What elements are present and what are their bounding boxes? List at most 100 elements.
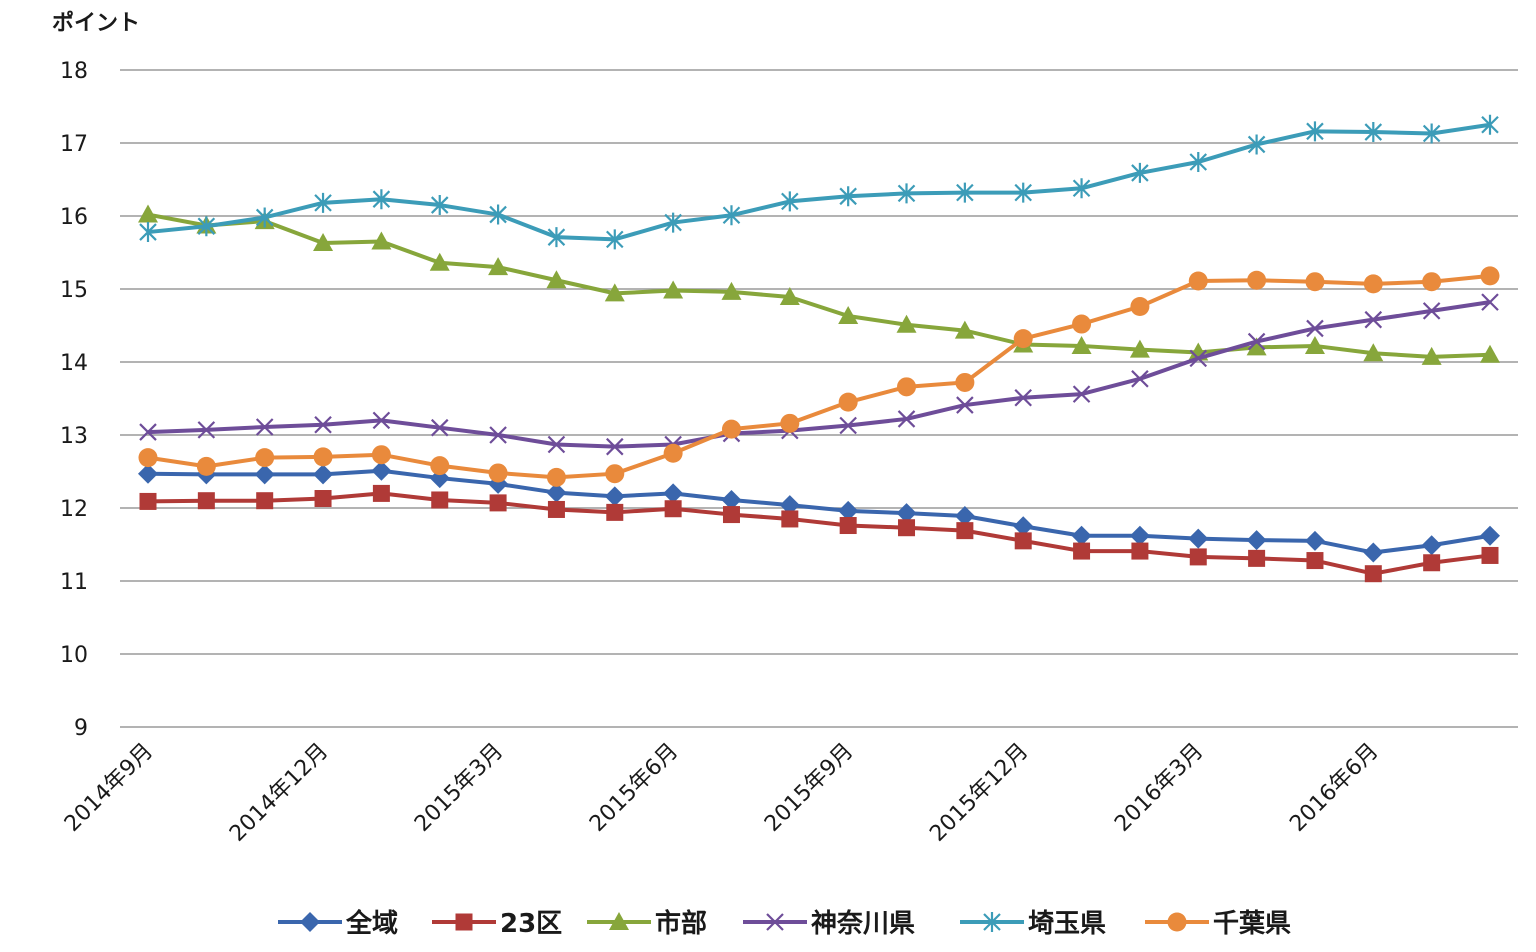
legend-item: 埼玉県 bbox=[960, 909, 1106, 939]
data-point bbox=[604, 283, 625, 302]
y-tick-label: 12 bbox=[60, 497, 88, 522]
x-tick-label: 2015年6月 bbox=[585, 739, 683, 837]
data-point bbox=[1072, 385, 1091, 403]
data-point bbox=[371, 460, 392, 481]
data-point bbox=[779, 495, 800, 516]
data-point bbox=[780, 413, 800, 433]
data-point bbox=[1188, 528, 1209, 549]
data-point bbox=[255, 207, 274, 228]
x-axis-ticks: 2014年9月 2014年12月 2015年3月 2015年6月 2015年9月 2015… bbox=[60, 739, 1384, 847]
y-tick-label: 10 bbox=[60, 643, 88, 668]
data-point bbox=[254, 464, 275, 485]
data-point bbox=[1247, 134, 1266, 155]
data-point bbox=[663, 280, 684, 299]
data-point bbox=[1073, 542, 1091, 560]
data-point bbox=[1422, 302, 1441, 320]
data-point bbox=[722, 205, 741, 226]
data-point bbox=[838, 392, 858, 412]
data-point bbox=[1188, 271, 1208, 291]
data-point bbox=[781, 191, 799, 212]
data-point bbox=[313, 233, 334, 252]
data-point bbox=[1304, 335, 1325, 354]
data-point bbox=[1305, 272, 1325, 292]
series-4 bbox=[139, 293, 1499, 456]
data-point bbox=[255, 448, 275, 468]
data-point bbox=[1167, 912, 1187, 932]
data-point bbox=[430, 418, 449, 437]
series-line bbox=[147, 491, 1491, 576]
data-point bbox=[1363, 343, 1384, 362]
data-point bbox=[197, 492, 215, 510]
data-point bbox=[546, 467, 566, 487]
data-point bbox=[1071, 335, 1092, 354]
legend-label: 千葉県 bbox=[1213, 909, 1291, 939]
data-point bbox=[1481, 293, 1499, 311]
data-point bbox=[1306, 552, 1324, 570]
data-point bbox=[1480, 266, 1500, 286]
data-point bbox=[781, 510, 799, 528]
series-3 bbox=[138, 204, 1500, 365]
series-lines bbox=[138, 114, 1500, 583]
data-point bbox=[371, 231, 392, 250]
data-point bbox=[196, 456, 216, 476]
data-point bbox=[897, 377, 917, 397]
x-tick-label: 2014年9月 bbox=[60, 739, 158, 837]
data-point bbox=[139, 423, 157, 441]
series-6 bbox=[138, 266, 1500, 487]
data-point bbox=[839, 416, 857, 435]
data-point bbox=[489, 494, 507, 512]
data-point bbox=[431, 491, 449, 509]
legend-item: 市部 bbox=[587, 908, 707, 939]
legend-label: 23区 bbox=[500, 909, 562, 939]
data-point bbox=[604, 486, 625, 507]
x-tick-label: 2016年6月 bbox=[1285, 739, 1383, 837]
data-point bbox=[839, 517, 857, 535]
data-point bbox=[1423, 554, 1441, 572]
data-point bbox=[1014, 388, 1032, 407]
data-point bbox=[1363, 542, 1384, 563]
data-point bbox=[1422, 123, 1441, 144]
y-tick-label: 11 bbox=[60, 570, 88, 595]
data-point bbox=[256, 492, 274, 510]
x-tick-label: 2015年12月 bbox=[925, 739, 1033, 847]
data-point bbox=[721, 281, 742, 300]
data-point bbox=[896, 503, 917, 524]
data-point bbox=[1013, 516, 1034, 537]
data-point bbox=[371, 445, 391, 465]
data-point bbox=[430, 195, 449, 216]
data-point bbox=[779, 287, 800, 306]
data-point bbox=[489, 426, 507, 444]
data-point bbox=[1130, 297, 1150, 317]
data-point bbox=[606, 229, 624, 250]
data-point bbox=[605, 464, 625, 484]
y-axis-title: ポイント bbox=[52, 10, 140, 36]
series-line bbox=[147, 122, 1491, 242]
data-point bbox=[956, 396, 974, 414]
series-line bbox=[147, 468, 1491, 555]
data-point bbox=[372, 484, 390, 502]
data-point bbox=[954, 320, 975, 339]
data-point bbox=[606, 437, 624, 456]
y-tick-label: 14 bbox=[60, 351, 88, 376]
data-point bbox=[897, 183, 916, 204]
legend-label: 神奈川県 bbox=[811, 909, 915, 939]
data-point bbox=[139, 222, 157, 243]
data-point bbox=[663, 443, 683, 463]
data-point bbox=[839, 186, 857, 207]
data-point bbox=[1246, 337, 1267, 356]
data-point bbox=[1364, 122, 1383, 143]
data-point bbox=[546, 482, 567, 503]
series-1 bbox=[138, 460, 1500, 563]
data-point bbox=[1247, 332, 1266, 351]
data-point bbox=[1246, 530, 1267, 551]
data-point bbox=[722, 506, 740, 524]
data-point bbox=[1364, 310, 1383, 329]
series-2 bbox=[139, 484, 1499, 583]
data-point bbox=[372, 189, 391, 210]
data-point bbox=[721, 489, 742, 510]
data-point bbox=[898, 519, 916, 537]
data-point bbox=[1131, 370, 1149, 388]
data-point bbox=[300, 912, 320, 932]
data-point bbox=[1248, 549, 1266, 567]
